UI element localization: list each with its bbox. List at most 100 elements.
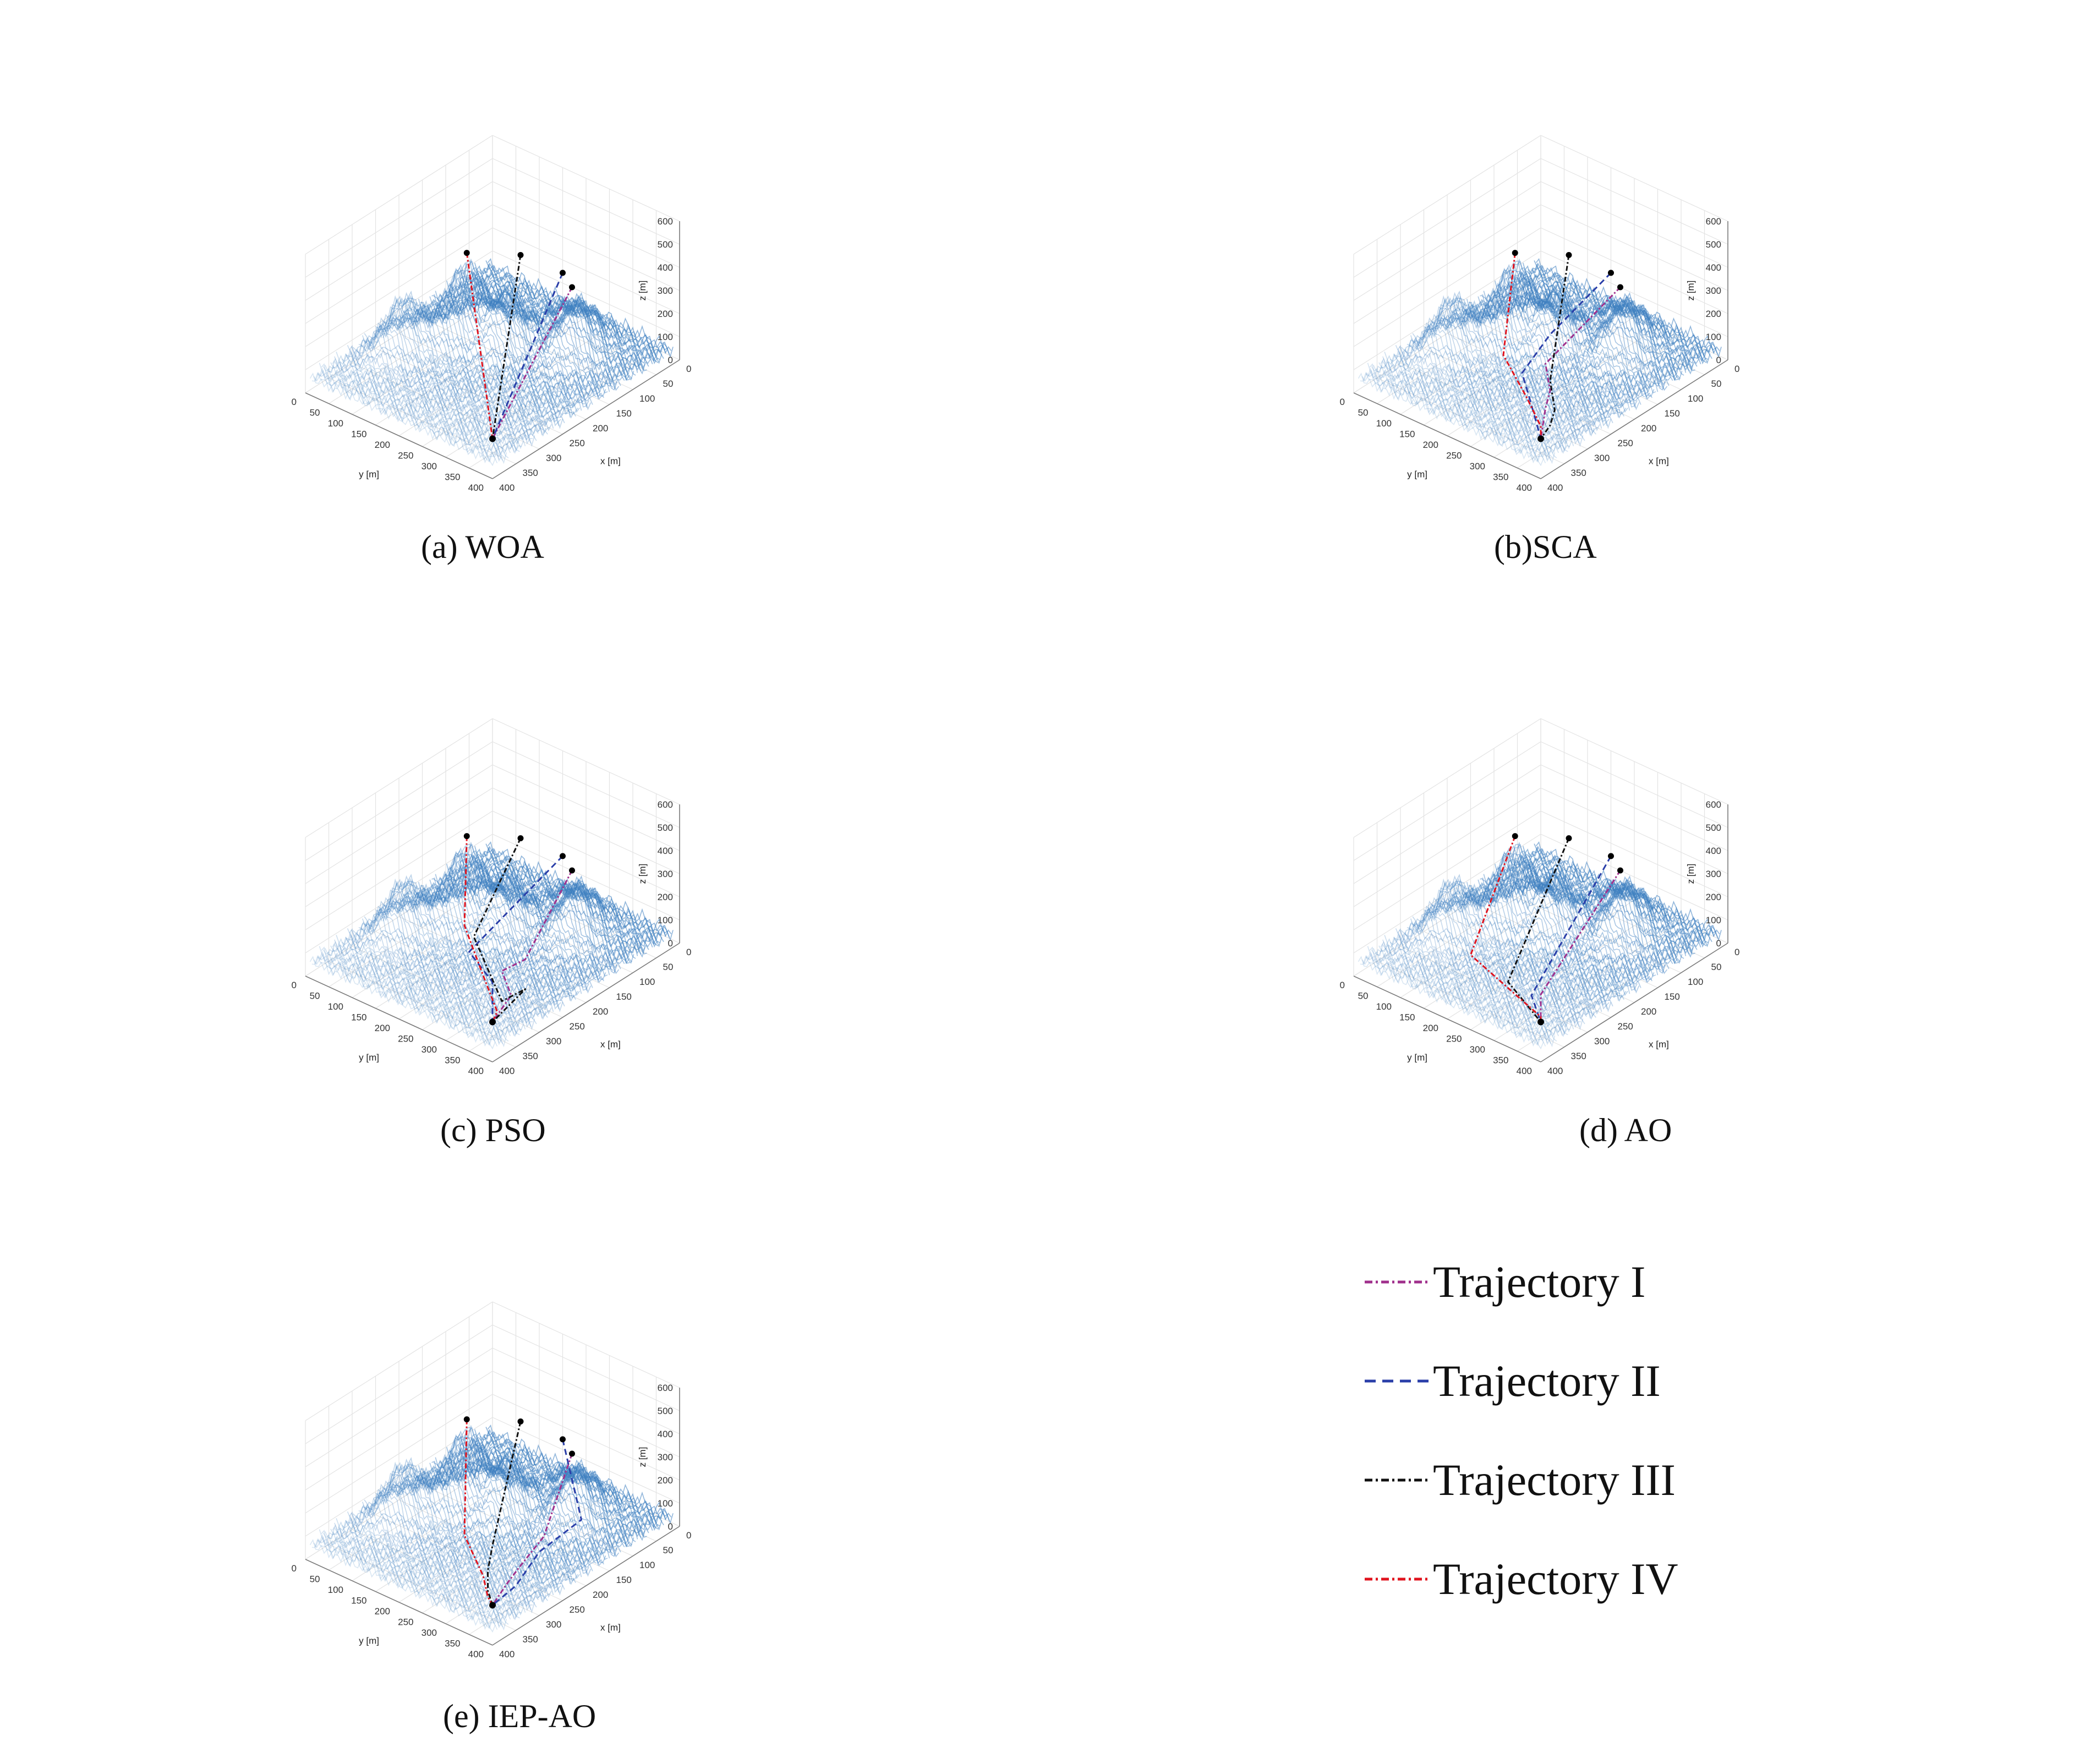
terrain-ridge <box>416 260 603 400</box>
legend-label: Trajectory I <box>1433 1257 1646 1307</box>
x-axis-line <box>305 1559 493 1646</box>
trajectory-4 <box>463 836 498 1023</box>
terrain-ridge <box>1360 371 1546 463</box>
trajectory-3 <box>1507 837 1570 1023</box>
terrain-ridge <box>450 286 636 376</box>
terrain-ridge <box>1377 360 1563 453</box>
terrain-ridge <box>420 258 606 397</box>
z-axis-label: z [m] <box>1685 864 1696 884</box>
trajectory-1 <box>1540 286 1621 439</box>
terrain-ridge <box>1502 283 1688 376</box>
terrain-ridge <box>1419 295 1606 426</box>
terrain-ridge <box>1504 863 1690 955</box>
terrain-ridge <box>396 1464 582 1577</box>
terrain-ridge <box>437 1459 623 1549</box>
y-tick-label: 400 <box>1517 1066 1532 1076</box>
terrain-ridge <box>1476 861 1662 971</box>
terrain-ridge <box>337 355 524 450</box>
terrain-ridge <box>401 1449 588 1575</box>
grid-line <box>329 377 516 464</box>
plot-3d: 0 50 100 150 200 250 300 350 400 0 50 100 150 200 250 3… <box>1340 718 1740 1076</box>
grid-line <box>398 316 587 436</box>
terrain-ridge <box>321 946 507 1048</box>
x-tick-label: 300 <box>1594 1036 1610 1047</box>
x-axis-label: x [m] <box>600 1039 621 1050</box>
terrain-ridge <box>317 953 504 1044</box>
subplot-sca: 0 50 100 150 200 250 300 350 400 0 50 100 150 200 250 3… <box>1048 0 2094 565</box>
terrain-ridge <box>393 1470 580 1580</box>
terrain-ridge <box>313 950 500 1047</box>
terrain-ridge <box>1389 932 1576 1029</box>
terrain-ridge <box>1453 852 1640 994</box>
terrain-ridge <box>1367 946 1553 1045</box>
terrain-ridge <box>418 843 604 982</box>
z-tick-label: 500 <box>1706 239 1721 250</box>
terrain-ridge <box>429 862 616 973</box>
x-axis-line <box>1353 976 1541 1062</box>
grid-line <box>305 158 493 278</box>
grid-line <box>305 834 493 954</box>
x-tick-label: 200 <box>593 423 608 434</box>
grid-line <box>305 1324 493 1444</box>
terrain-ridge <box>392 300 578 415</box>
z-tick-label: 600 <box>1706 799 1721 810</box>
grid-line <box>1377 377 1564 464</box>
terrain-ridge <box>373 1465 560 1593</box>
legend-item-trajectory-2: Trajectory II <box>1365 1354 1661 1409</box>
x-tick-label: 50 <box>663 1545 674 1555</box>
terrain-ridge <box>1466 260 1652 398</box>
terrain-ridge <box>1377 943 1563 1036</box>
trajectories <box>463 250 575 442</box>
tick-labels: 0 50 100 150 200 250 300 350 400 0 50 100 150 200 250 3… <box>1340 799 1740 1076</box>
terrain-ridge <box>353 338 539 437</box>
y-axis-label: y [m] <box>359 1053 379 1063</box>
terrain-ridge <box>311 371 498 463</box>
terrain-ridge <box>379 294 565 424</box>
trajectories <box>1470 833 1623 1026</box>
terrain-ridge <box>390 1467 576 1584</box>
grid-line <box>1353 718 1541 838</box>
subplot-pso: 0 50 100 150 200 250 300 350 400 0 50 100 150 200 250 3… <box>0 583 1046 1148</box>
terrain-ridge <box>322 366 509 458</box>
grid-line <box>305 741 493 861</box>
grid-line <box>1540 741 1728 828</box>
grid-line <box>492 204 680 291</box>
terrain-ridge <box>1470 850 1656 977</box>
y-tick-label: 250 <box>398 1034 413 1044</box>
terrain-ridge <box>1480 277 1666 391</box>
terrain-ridge <box>431 1443 617 1557</box>
terrain-ridge <box>1380 358 1567 454</box>
terrain-ridge <box>1418 295 1604 427</box>
terrain-ridge <box>450 1452 636 1542</box>
terrain-ridge <box>1463 261 1649 395</box>
legend-swatch <box>1365 1478 1431 1482</box>
terrain-ridge <box>1429 875 1615 1001</box>
grid-line <box>305 810 493 930</box>
terrain-ridge <box>459 859 645 958</box>
terrain-ridge <box>336 935 522 1036</box>
terrain-ridge <box>1502 866 1688 959</box>
terrain-ridge <box>311 1538 498 1630</box>
terrain-ridge <box>1435 295 1621 414</box>
z-tick-label: 400 <box>658 1429 673 1439</box>
terrain-ridge <box>433 1448 620 1558</box>
terrain-ridge <box>1401 338 1587 437</box>
y-tick-label: 150 <box>351 1012 366 1023</box>
trajectory-1 <box>491 1453 573 1606</box>
y-axis-line <box>492 943 680 1062</box>
terrain-ridge <box>1391 934 1578 1028</box>
terrain-ridge <box>435 872 621 969</box>
terrain-ridge <box>453 283 640 376</box>
z-axis-label: z [m] <box>637 281 648 301</box>
z-tick-label: 200 <box>658 1475 673 1486</box>
y-tick-label: 250 <box>398 451 413 461</box>
trajectories <box>463 1416 582 1609</box>
terrain-ridge <box>384 297 571 418</box>
terrain-ridge <box>1457 850 1643 982</box>
terrain-ridge <box>354 916 541 1022</box>
terrain-ridge <box>1500 864 1687 957</box>
legend-item-trajectory-1: Trajectory I <box>1365 1254 1645 1310</box>
terrain-ridge <box>315 955 501 1047</box>
terrain-ridge <box>403 855 589 991</box>
y-axis-label: y [m] <box>1407 469 1427 480</box>
